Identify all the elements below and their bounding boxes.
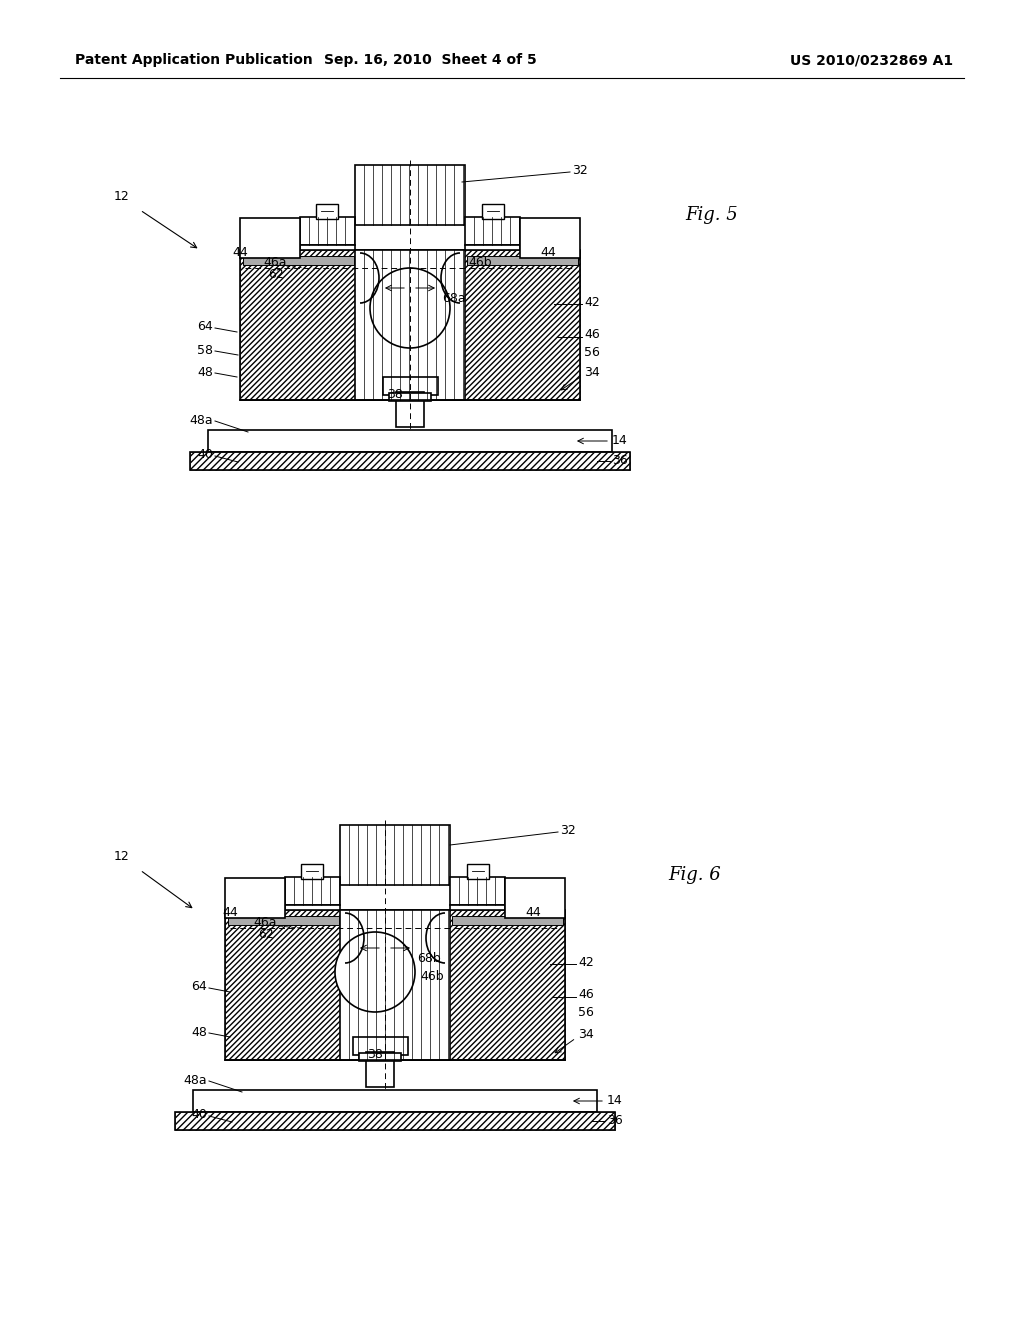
Text: 68a: 68a xyxy=(442,292,466,305)
Text: 46b: 46b xyxy=(420,969,443,982)
Bar xyxy=(240,218,300,257)
Text: Sep. 16, 2010  Sheet 4 of 5: Sep. 16, 2010 Sheet 4 of 5 xyxy=(324,53,537,67)
Bar xyxy=(175,1111,615,1130)
Text: 46a: 46a xyxy=(253,916,276,929)
Bar xyxy=(300,216,355,246)
Text: 56: 56 xyxy=(584,346,600,359)
Bar xyxy=(389,393,431,401)
Bar xyxy=(465,216,520,246)
Bar xyxy=(359,1053,401,1061)
Bar xyxy=(208,430,612,451)
Bar xyxy=(285,906,340,915)
Text: US 2010/0232869 A1: US 2010/0232869 A1 xyxy=(790,53,953,67)
Text: 36: 36 xyxy=(607,1114,623,1127)
Text: 32: 32 xyxy=(572,164,588,177)
Bar xyxy=(450,876,505,906)
Bar xyxy=(228,916,339,925)
Text: Fig. 6: Fig. 6 xyxy=(668,866,721,884)
Text: 58: 58 xyxy=(197,343,213,356)
Bar xyxy=(467,865,489,879)
Bar xyxy=(366,1052,394,1086)
Bar xyxy=(225,878,285,917)
Bar xyxy=(465,246,520,255)
Bar xyxy=(175,1111,615,1130)
Bar xyxy=(355,165,465,224)
Text: 42: 42 xyxy=(584,296,600,309)
Bar xyxy=(450,906,505,915)
Bar xyxy=(225,909,565,1060)
Text: 46b: 46b xyxy=(468,256,492,269)
Text: 44: 44 xyxy=(540,246,556,259)
Text: 44: 44 xyxy=(525,906,541,919)
Text: 32: 32 xyxy=(560,824,575,837)
Bar xyxy=(482,205,504,219)
Text: 12: 12 xyxy=(114,190,130,203)
Text: 44: 44 xyxy=(232,246,248,259)
Text: 48: 48 xyxy=(191,1026,207,1039)
Bar xyxy=(243,256,354,265)
Text: 46: 46 xyxy=(584,329,600,342)
Text: 12: 12 xyxy=(114,850,130,863)
Bar xyxy=(285,876,340,906)
Circle shape xyxy=(370,268,450,348)
Text: 14: 14 xyxy=(612,434,628,447)
Bar xyxy=(340,825,450,884)
Bar xyxy=(301,865,323,879)
Bar xyxy=(467,256,578,265)
Text: Fig. 5: Fig. 5 xyxy=(685,206,737,224)
Text: 36: 36 xyxy=(612,454,628,467)
Text: 44: 44 xyxy=(222,906,238,919)
Bar xyxy=(383,378,438,395)
Bar xyxy=(452,916,563,925)
Text: 14: 14 xyxy=(607,1094,623,1107)
Bar xyxy=(340,909,450,1060)
Text: 68b: 68b xyxy=(417,952,440,965)
Text: 62: 62 xyxy=(268,268,284,281)
Bar xyxy=(353,1038,408,1055)
Text: 56: 56 xyxy=(578,1006,594,1019)
Text: 38: 38 xyxy=(387,388,402,401)
Text: 38: 38 xyxy=(367,1048,383,1061)
Bar xyxy=(505,878,565,917)
Text: 42: 42 xyxy=(578,956,594,969)
Text: Patent Application Publication: Patent Application Publication xyxy=(75,53,312,67)
Text: 48: 48 xyxy=(198,366,213,379)
Bar xyxy=(355,249,465,400)
Bar xyxy=(240,249,580,400)
Bar xyxy=(225,909,565,1060)
Bar xyxy=(190,451,630,470)
Text: 46: 46 xyxy=(578,989,594,1002)
Text: 40: 40 xyxy=(198,449,213,462)
Text: 64: 64 xyxy=(198,319,213,333)
Text: 40: 40 xyxy=(191,1109,207,1122)
Text: 64: 64 xyxy=(191,979,207,993)
Circle shape xyxy=(335,932,415,1012)
Text: 34: 34 xyxy=(578,1028,594,1041)
Text: 62: 62 xyxy=(258,928,273,941)
Text: 34: 34 xyxy=(584,366,600,379)
Bar xyxy=(316,205,338,219)
Bar xyxy=(193,1090,597,1111)
Bar xyxy=(396,392,424,426)
Text: 46a: 46a xyxy=(263,256,287,269)
Text: 48a: 48a xyxy=(189,413,213,426)
Bar xyxy=(240,249,580,400)
Bar xyxy=(190,451,630,470)
Bar xyxy=(520,218,580,257)
Text: 48a: 48a xyxy=(183,1073,207,1086)
Bar xyxy=(300,246,355,255)
